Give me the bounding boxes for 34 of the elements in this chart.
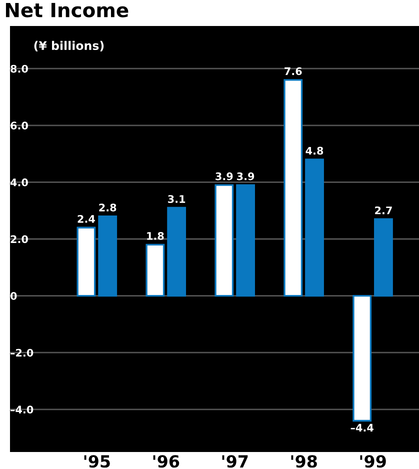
y-tick-label: 2.0 — [10, 235, 28, 244]
x-tick-label: '96 — [153, 455, 180, 468]
data-label: 3.1 — [168, 195, 186, 203]
data-label: 2.8 — [99, 204, 116, 212]
data-label: 7.6 — [284, 67, 302, 76]
y-tick-label: –4.0 — [10, 406, 34, 414]
bar — [167, 206, 186, 297]
x-tick-label: '95 — [84, 455, 110, 468]
bar — [305, 158, 324, 297]
bar — [284, 79, 303, 297]
bar — [76, 226, 96, 297]
bar — [98, 215, 118, 297]
data-label: –4.4 — [350, 424, 374, 432]
y-tick-label: 8.0 — [10, 64, 28, 73]
data-label: 1.8 — [147, 232, 164, 240]
bar — [146, 244, 165, 297]
x-tick-label: '98 — [291, 455, 317, 468]
data-label: 3.9 — [237, 172, 254, 180]
x-tick-label: '99 — [360, 455, 386, 468]
bar — [236, 184, 255, 297]
bar — [214, 184, 234, 297]
bar — [352, 294, 372, 422]
data-label: 4.8 — [306, 146, 324, 155]
bar — [374, 218, 393, 297]
data-label: 2.7 — [375, 206, 392, 214]
data-label: 3.9 — [216, 172, 233, 180]
data-label: 2.4 — [78, 214, 95, 223]
y-tick-label: 0 — [10, 292, 17, 300]
y-tick-label: –2.0 — [10, 348, 34, 357]
chart-title: Net Income — [6, 2, 128, 18]
x-tick-label: '97 — [222, 455, 248, 468]
y-tick-label: 4.0 — [10, 178, 28, 186]
y-axis-title: (¥ billions) — [34, 40, 104, 52]
y-tick-label: 6.0 — [10, 122, 28, 130]
